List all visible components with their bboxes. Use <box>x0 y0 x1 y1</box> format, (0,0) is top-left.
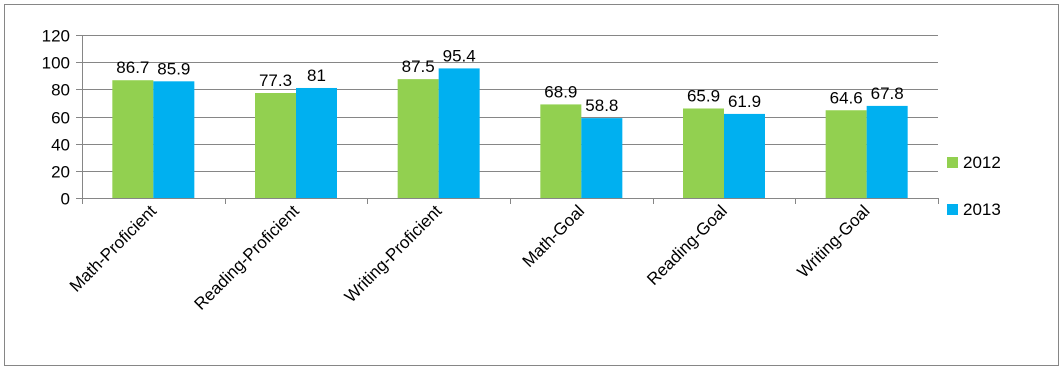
data-label: 87.5 <box>402 57 435 76</box>
data-label: 86.7 <box>116 58 149 77</box>
y-tick-label: 100 <box>42 54 70 73</box>
bar <box>296 87 337 198</box>
legend-swatch <box>947 157 958 168</box>
y-tick-label: 0 <box>61 190 70 209</box>
bar <box>825 110 867 198</box>
legend-swatch <box>947 204 958 215</box>
data-label: 85.9 <box>157 59 190 78</box>
data-labels: 86.7 85.9 77.3 81 87.5 95.4 68.9 58.8 65.9 61.9 64… <box>116 46 903 115</box>
legend-label: 2012 <box>963 153 1001 172</box>
bars <box>112 68 908 198</box>
data-label: 67.8 <box>871 84 904 103</box>
bar <box>540 104 582 198</box>
data-label: 61.9 <box>728 92 761 111</box>
data-label: 58.8 <box>585 96 618 115</box>
data-label: 68.9 <box>544 82 577 101</box>
data-label: 77.3 <box>259 71 292 90</box>
bar <box>866 105 908 198</box>
y-tick-label: 60 <box>51 109 70 128</box>
data-label: 95.4 <box>443 46 476 65</box>
bar <box>255 93 296 198</box>
data-label: 65.9 <box>687 86 720 105</box>
y-tick-label: 40 <box>51 136 70 155</box>
legend-label: 2013 <box>963 200 1001 219</box>
y-tick-label: 80 <box>51 81 70 100</box>
bar <box>153 81 195 198</box>
y-tick-labels: 0 20 40 60 80 100 120 <box>42 27 70 209</box>
gridlines <box>82 35 938 172</box>
data-label: 81 <box>307 66 326 85</box>
y-tick-label: 120 <box>42 27 70 46</box>
bar <box>438 68 480 198</box>
y-tick-label: 20 <box>51 163 70 182</box>
axes <box>76 35 939 204</box>
data-label: 64.6 <box>830 88 863 107</box>
legend: 2012 2013 <box>947 153 1001 219</box>
bar <box>112 80 154 198</box>
bar <box>397 79 439 198</box>
bar <box>581 118 623 198</box>
bar <box>724 113 765 198</box>
bar <box>683 108 724 198</box>
